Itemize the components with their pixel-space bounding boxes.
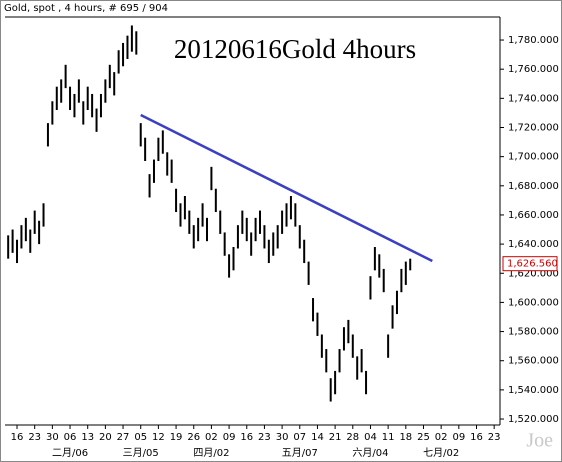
x-tick-label: 09 [452,432,465,443]
y-tick-label: 1,760.000 [508,64,559,75]
x-tick-label: 30 [276,432,289,443]
month-label: 五月/07 [282,447,318,459]
y-tick-label: 1,780.000 [508,35,559,46]
y-tick-label: 1,600.000 [508,297,559,308]
x-tick-label: 09 [223,432,236,443]
x-tick-label: 14 [311,432,324,443]
chart-title: 20120616Gold 4hours [174,34,416,64]
x-tick-label: 04 [364,432,377,443]
x-tick-label: 07 [293,432,306,443]
x-tick-label: 06 [64,432,77,443]
x-tick-label: 30 [46,432,59,443]
x-tick-label: 26 [187,432,200,443]
x-tick-label: 12 [152,432,165,443]
y-tick-label: 1,680.000 [508,181,559,192]
y-tick-label: 1,580.000 [508,327,559,338]
month-label: 二月/06 [52,447,88,459]
y-tick-label: 1,620.000 [508,268,559,279]
x-tick-label: 02 [435,432,448,443]
x-tick-label: 13 [81,432,94,443]
y-tick-label: 1,540.000 [508,385,559,396]
x-tick-label: 19 [170,432,183,443]
x-tick-label: 23 [488,432,501,443]
x-tick-label: 20 [99,432,112,443]
x-tick-label: 21 [329,432,342,443]
x-tick-label: 05 [134,432,147,443]
x-tick-label: 16 [11,432,24,443]
y-tick-label: 1,740.000 [508,93,559,104]
x-tick-label: 23 [28,432,41,443]
x-tick-label: 28 [346,432,359,443]
y-tick-label: 1,520.000 [508,414,559,425]
y-tick-label: 1,640.000 [508,239,559,250]
y-tick-label: 1,700.000 [508,152,559,163]
month-label: 七月/02 [423,447,459,459]
month-label: 四月/02 [193,447,229,459]
x-tick-label: 25 [417,432,430,443]
x-tick-label: 11 [382,432,395,443]
y-tick-label: 1,660.000 [508,210,559,221]
month-label: 六月/04 [352,447,388,459]
trend-line [140,113,433,263]
header: Gold, spot , 4 hours, # 695 / 904 [4,3,168,14]
y-tick-label: 1,560.000 [508,356,559,367]
x-tick-label: 27 [117,432,130,443]
x-tick-label: 02 [205,432,218,443]
last-price-label: 1,626.560 [507,259,558,270]
last-price-box [502,256,558,272]
x-tick-label: 16 [240,432,253,443]
watermark: Joe [526,430,553,452]
y-tick-label: 1,720.000 [508,122,559,133]
month-label: 三月/05 [123,447,159,459]
x-tick-label: 23 [258,432,271,443]
x-tick-label: 18 [399,432,412,443]
x-tick-label: 16 [470,432,483,443]
